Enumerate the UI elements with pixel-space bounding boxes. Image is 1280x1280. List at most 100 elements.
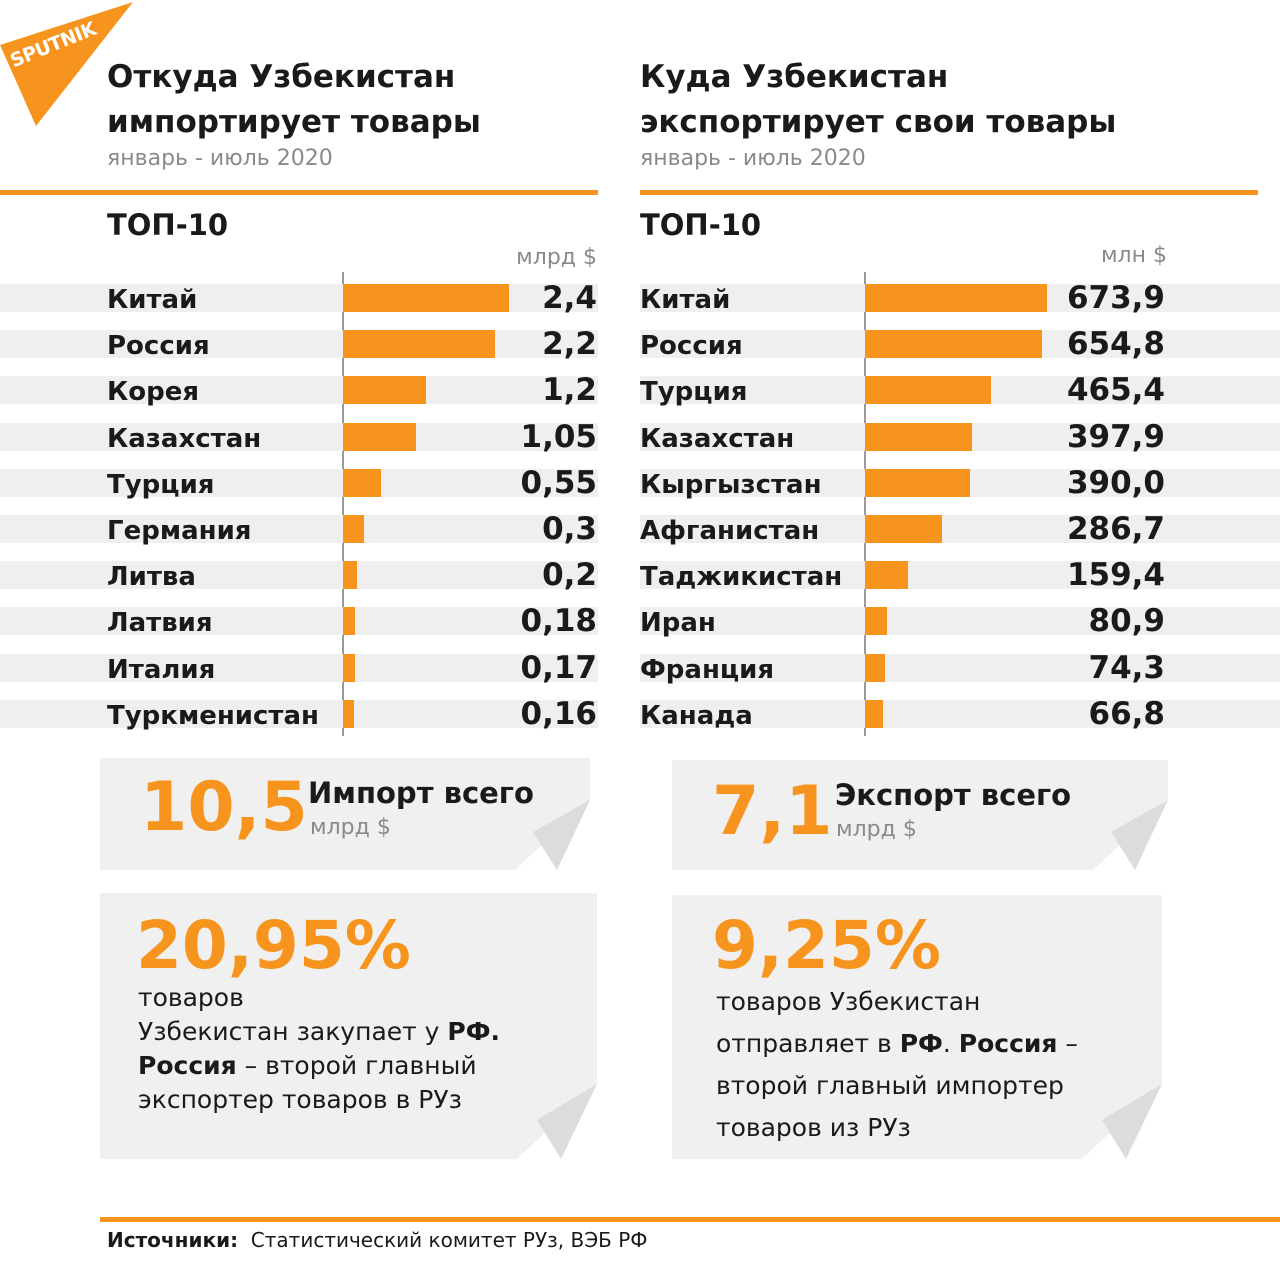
page-curl-icon	[515, 800, 590, 870]
footer-rule	[100, 1217, 1280, 1222]
import-row-stripe	[0, 330, 598, 359]
import-total-card: 10,5 Импорт всего млрд $	[100, 758, 590, 870]
import-value-label: 0,2	[542, 557, 597, 594]
import-title-line2: импортирует товары	[107, 104, 481, 140]
export-category-label: Иран	[640, 608, 716, 639]
export-row-stripe	[640, 699, 1280, 728]
export-share-value: 9,25%	[712, 907, 941, 984]
export-share-russia: Россия	[958, 1029, 1058, 1058]
export-share-text: товаров Узбекистан отправляет в РФ. Росс…	[716, 981, 1156, 1149]
import-period: январь - июль 2020	[107, 146, 333, 171]
import-unit: млрд $	[516, 245, 597, 270]
export-bar	[865, 653, 886, 682]
page-curl-icon	[1082, 1084, 1162, 1159]
export-axis-line	[864, 272, 866, 736]
import-category-label: Германия	[107, 516, 252, 546]
export-category-label: Афганистан	[640, 516, 820, 546]
import-category-label: Италия	[107, 654, 216, 685]
import-value-label: 0,16	[520, 695, 598, 732]
export-share-line1: товаров Узбекистан	[716, 987, 981, 1016]
import-bar	[343, 330, 496, 359]
import-share-line1: товаров	[138, 983, 244, 1012]
import-share-line3-text: – второй главный	[236, 1051, 477, 1080]
import-bar	[343, 284, 509, 312]
import-category-label: Литва	[107, 562, 196, 593]
page-curl-icon	[517, 1084, 597, 1159]
import-value-label: 1,05	[520, 418, 598, 455]
import-total-label: Импорт всего	[308, 776, 534, 810]
export-title-line1: Куда Узбекистан	[640, 59, 949, 95]
export-category-label: Казахстан	[640, 423, 795, 454]
import-axis-line	[342, 272, 344, 736]
export-share-rf: РФ	[899, 1029, 943, 1058]
export-row-stripe	[640, 561, 1280, 590]
import-share-line4: экспортер товаров в РУз	[138, 1085, 462, 1114]
import-row-stripe	[0, 607, 598, 636]
export-category-label: Россия	[640, 331, 743, 362]
export-bar	[865, 607, 887, 636]
import-share-card: 20,95% товаров Узбекистан закупает у РФ.…	[100, 893, 597, 1159]
import-total-unit: млрд $	[310, 815, 391, 840]
export-title-line2: экспортирует свои товары	[640, 104, 1117, 140]
export-share-dash: –	[1057, 1029, 1078, 1058]
export-unit: млн $	[1100, 243, 1167, 268]
export-total-value: 7,1	[712, 772, 833, 851]
import-share-line3: Россия – второй главный	[138, 1049, 588, 1083]
export-value-label: 80,9	[1088, 603, 1166, 640]
import-row-stripe	[0, 699, 598, 728]
import-bar	[343, 515, 364, 543]
import-category-label: Турция	[107, 469, 215, 500]
import-header-rule	[0, 190, 598, 195]
import-bar	[343, 699, 355, 728]
export-bar	[865, 422, 973, 451]
export-total-unit: млрд $	[836, 817, 917, 842]
export-share-line4: товаров из РУз	[716, 1113, 911, 1142]
export-bar	[865, 699, 884, 728]
export-bar	[865, 468, 971, 497]
export-value-label: 390,0	[1066, 464, 1165, 501]
import-category-label: Россия	[107, 331, 210, 362]
export-bar	[865, 561, 909, 590]
import-bar	[343, 561, 357, 590]
export-value-label: 286,7	[1066, 511, 1165, 547]
export-header-rule	[640, 190, 1258, 195]
logo-shape-icon	[0, 2, 133, 126]
export-value-label: 159,4	[1066, 557, 1165, 594]
import-value-label: 1,2	[542, 372, 597, 409]
import-bar	[343, 468, 382, 497]
export-category-label: Таджикистан	[640, 562, 843, 593]
import-value-label: 0,55	[520, 464, 598, 501]
import-share-text: товаров Узбекистан закупает у РФ. Россия…	[138, 981, 588, 1117]
export-value-label: 654,8	[1066, 326, 1165, 363]
import-bar	[343, 376, 426, 405]
import-bar	[343, 653, 355, 682]
import-bar	[343, 607, 356, 636]
export-value-label: 74,3	[1088, 649, 1166, 686]
export-category-label: Кыргызстан	[640, 469, 822, 500]
import-value-label: 0,3	[542, 511, 597, 547]
export-category-label: Китай	[640, 285, 731, 315]
export-top10-label: ТОП-10	[640, 208, 762, 242]
import-value-label: 0,18	[520, 603, 598, 640]
export-share-line2-text: отправляет в	[716, 1029, 900, 1058]
export-category-label: Канада	[640, 700, 753, 731]
import-row-stripe	[0, 653, 598, 682]
export-value-label: 673,9	[1066, 280, 1165, 316]
sources-footer: Источники: Статистический комитет РУз, В…	[107, 1228, 648, 1252]
import-row-stripe	[0, 376, 598, 405]
import-share-russia: Россия	[138, 1051, 237, 1080]
import-share-line2-text: Узбекистан закупает у	[138, 1017, 448, 1046]
export-bar	[865, 376, 991, 405]
import-value-label: 0,17	[520, 649, 598, 686]
import-category-label: Китай	[107, 285, 198, 315]
export-total-card: 7,1 Экспорт всего млрд $	[672, 760, 1168, 870]
export-bar	[865, 284, 1047, 312]
export-value-label: 397,9	[1066, 418, 1165, 455]
export-row-stripe	[640, 653, 1280, 682]
import-title-line1: Откуда Узбекистан	[107, 59, 456, 95]
import-total-value: 10,5	[140, 768, 308, 847]
import-value-label: 2,2	[542, 326, 597, 363]
export-share-line2: отправляет в РФ. Россия –	[716, 1023, 1156, 1065]
import-row-stripe	[0, 422, 598, 451]
import-top10-label: ТОП-10	[107, 208, 229, 242]
